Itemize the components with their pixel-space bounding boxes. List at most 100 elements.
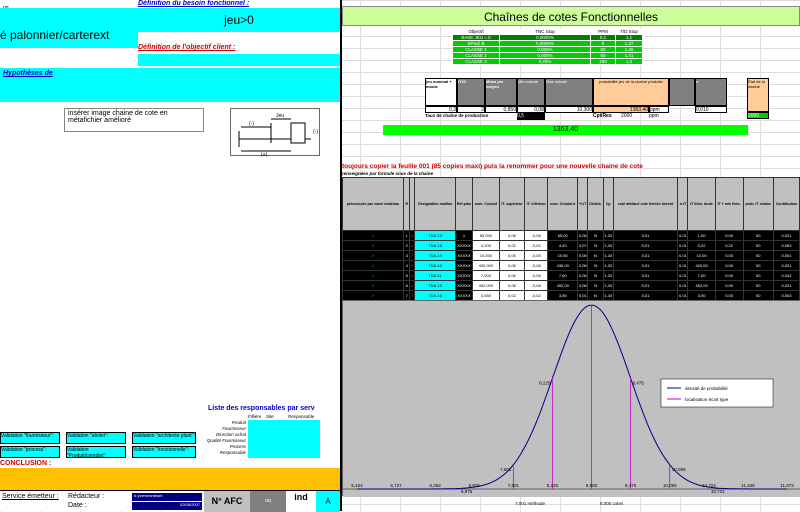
table-cell: 0,021 <box>772 260 800 271</box>
hypotheses-label: Hypothèses de <box>3 70 53 77</box>
main-title: Chaînes de cotes Fonctionnelles <box>342 6 800 26</box>
resp-row-label: Produit <box>231 420 246 425</box>
table-cell: 1,33 <box>602 240 614 251</box>
resp-row-label: Process <box>229 444 246 449</box>
resp-header-filliere: Fillière <box>248 414 262 419</box>
spec-cell: 0,20% <box>499 58 591 65</box>
x-tick-label: 8,225 <box>547 483 559 488</box>
table-cell[interactable]: TDA-16 <box>414 290 456 301</box>
date-value[interactable]: 02/08/2007 <box>132 502 202 510</box>
table-cell: 1,33 <box>602 260 614 271</box>
validation-produit[interactable]: Validation "Produit/complet": <box>66 446 126 459</box>
table-cell: 0,22 <box>687 240 716 251</box>
summary-value: 10,300 <box>545 106 593 113</box>
table-cell: 452,00 <box>547 280 579 291</box>
resp-input-area[interactable] <box>248 420 320 458</box>
summary-header: σ <box>695 78 727 106</box>
x-tick-label: 11,973 <box>780 483 794 488</box>
distribution-chart: densité de probabilité localisation écar… <box>343 301 800 497</box>
jeu-value-cell[interactable]: jeu>0 <box>138 8 340 32</box>
table-cell[interactable]: TDA-19 <box>414 250 456 261</box>
table-cell: 1 <box>454 230 474 241</box>
spec-table: Objectif TNC Stop PPM T/D Stop BASE JEU … <box>452 28 643 65</box>
table-header-6: IT. supérieur <box>498 177 526 231</box>
table-cell: 0,01 <box>612 270 679 281</box>
table-cell: 0,07 <box>577 240 589 251</box>
table-cell: 0,01 <box>677 260 689 271</box>
validation-fonctionnelle[interactable]: Validation "fonctionnelle": <box>132 446 196 458</box>
validation-architecte[interactable]: Validation "architecte plant": <box>132 432 196 444</box>
validation-atelier[interactable]: Validation "atelier": <box>66 432 126 444</box>
sheet-divider <box>340 0 342 511</box>
summary-header: État de la chaîne <box>747 78 769 112</box>
x-tick-label: 6,976 <box>469 483 481 488</box>
spec-cell: 1,0 <box>615 58 643 65</box>
footer-block: Service émetteur : Rédacteur : Date : b.… <box>0 490 340 512</box>
resp-header-responsable: Responsable <box>288 414 315 419</box>
table-cell: N <box>587 250 604 261</box>
table-cell: 1,33 <box>602 230 614 241</box>
table-cell: 430,000 <box>472 260 500 271</box>
date-label: Date : <box>68 502 87 509</box>
table-cell[interactable]: TDA-13 <box>414 230 456 241</box>
summary-header: Mean jeu moyen <box>485 78 517 106</box>
summary-block: jeu nominal + moule IT#C Mean jeu moyen … <box>425 78 769 120</box>
table-cell: XXXXX <box>454 270 474 281</box>
summary-header: IT#C <box>457 78 485 106</box>
objectif-cell[interactable] <box>138 54 340 66</box>
table-row: ✓ 2 ✓ TDA-18 XXXXX 4,200 0,02 -0,02 4,20 0,07 N 1,3… <box>342 240 800 251</box>
table-cell: N <box>587 290 604 301</box>
summary-row2-value: 0,5 <box>517 113 545 120</box>
resp-row-label: Qualité Fournisseur <box>206 438 246 443</box>
table-cell: 65,000 <box>472 230 500 241</box>
table-cell: 0,08 <box>498 280 526 291</box>
table-cell: 7,000 <box>472 270 500 281</box>
part-name-cell[interactable]: é palonnier/carterext <box>0 8 138 48</box>
table-header-10: Distrib. <box>587 177 604 231</box>
ind-value[interactable]: A <box>316 491 340 512</box>
table-cell[interactable]: TDA-15 <box>414 280 456 291</box>
table-header-0: pièces/cote par zone/ matériau <box>342 177 405 231</box>
bottom-label-methode: 7,001 méthode <box>515 501 546 506</box>
table-cell: N <box>587 280 604 291</box>
table-cell: 0,06 <box>577 270 589 281</box>
table-cell[interactable]: TDA-11 <box>414 270 456 281</box>
validation-process[interactable]: Validation "process": <box>0 446 60 458</box>
table-cell: 0,021 <box>772 280 800 291</box>
table-cell: 0,08 <box>577 260 589 271</box>
redacteur-value[interactable]: b.yvemeonteant <box>132 493 202 501</box>
table-cell: 0,08 <box>577 280 589 291</box>
table-cell: 1,33 <box>602 280 614 291</box>
table-cell: XXXXX <box>454 240 474 251</box>
conclusion-cell[interactable] <box>0 468 340 490</box>
table-cell: 00 <box>742 230 774 241</box>
table-cell: 0,01 <box>612 240 679 251</box>
resp-title: Liste des responsables par serv <box>208 405 315 412</box>
table-cell: 0,05 <box>577 250 589 261</box>
x-tick-label: 5,103 <box>351 483 363 488</box>
green-total-bar: 1363,40 <box>383 125 748 135</box>
table-header-9: +/-IT <box>577 177 589 231</box>
table-header-11: Cp <box>602 177 614 231</box>
table-cell: XXXXX <box>454 290 474 301</box>
table-cell: 0,01 <box>677 280 689 291</box>
table-cell: 420,00 <box>687 260 716 271</box>
table-cell: 1,00 <box>687 230 716 241</box>
table-cell: 0,01 <box>677 230 689 241</box>
table-cell: 0,01 <box>577 290 589 301</box>
data-table: pièces/cote par zone/ matériau R Désignati… <box>342 177 800 307</box>
validation-fournisseur[interactable]: Validation "fournisseur": <box>0 432 60 444</box>
table-cell[interactable]: TDA-18 <box>414 240 456 251</box>
hypotheses-cell[interactable]: Hypothèses de <box>0 68 340 102</box>
chain-diagram-image: (-) Jeu (+) (-) <box>230 108 320 158</box>
table-header-16: prob. IT chaine <box>742 177 774 231</box>
summary-header: probabilité jeu de la chaîne produite <box>593 78 669 106</box>
afc-value[interactable]: nq <box>250 491 286 512</box>
point-label: 6,976 <box>461 489 473 494</box>
summary-value: 0,08 <box>517 106 545 113</box>
table-cell[interactable]: TDA-10 <box>414 260 456 271</box>
table-cell: 1,33 <box>602 290 614 301</box>
table-cell: 4,200 <box>472 240 500 251</box>
table-row: ✓ 7 ✓ TDA-16 XXXXX 3,550 0,02 -0,02 3,55 0,01 N 1,3… <box>342 290 800 301</box>
x-tick-label: 7,601 <box>508 483 520 488</box>
